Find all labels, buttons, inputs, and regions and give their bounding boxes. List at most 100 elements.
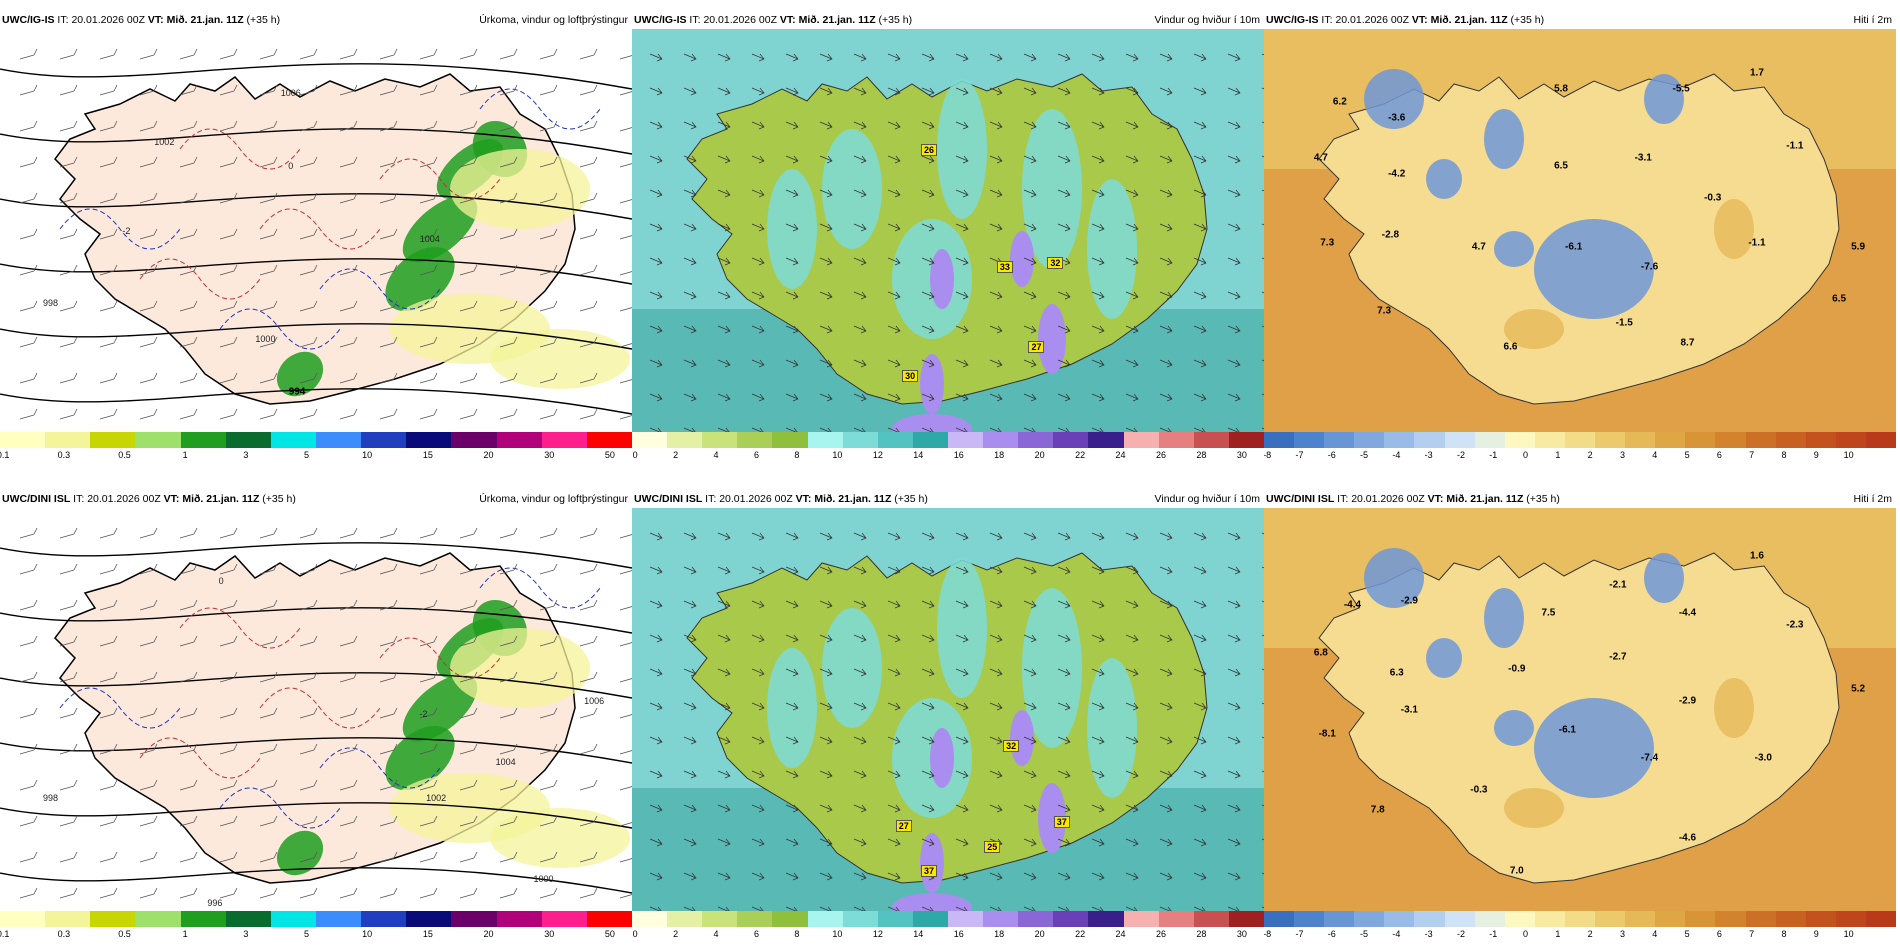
wind-arrow (1193, 325, 1207, 334)
wind-arrow (819, 257, 833, 266)
wind-arrow (819, 736, 833, 745)
precip-area-light (490, 329, 630, 389)
colorbar-tick-label: -5 (1360, 929, 1369, 939)
wind-barb (139, 156, 158, 168)
colorbar-tick-label: 2 (673, 929, 679, 939)
colorbar-swatch (135, 432, 181, 448)
colorbar-tick-label: 0.1 (0, 929, 10, 939)
wind-barb (299, 779, 318, 791)
map-value-label: 32 (1047, 256, 1064, 269)
colorbar-swatch (1228, 432, 1264, 448)
wind-barb (579, 408, 598, 420)
wind-barb (419, 372, 438, 384)
wind-arrow (819, 906, 832, 911)
map-value-label: -3.1 (1400, 704, 1418, 715)
wind-barb (259, 563, 278, 575)
wind-arrow (955, 155, 969, 164)
wind-arrow (1159, 393, 1173, 402)
colorbar-swatch (983, 432, 1019, 448)
colorbar-swatch (1354, 911, 1385, 927)
wind-arrow (1125, 257, 1139, 266)
wind-barb (579, 84, 598, 96)
colorbar-swatch (45, 432, 91, 448)
wind-zone (822, 129, 882, 249)
wind-barb (419, 743, 438, 755)
map-value-label: -2 (419, 708, 428, 719)
isotherm-line (259, 687, 381, 729)
colorbar-swatch (1324, 911, 1355, 927)
wind-arrow (819, 838, 833, 847)
colorbar-swatch (135, 911, 181, 927)
wind-arrow (1023, 257, 1037, 266)
wind-barb (579, 815, 598, 827)
wind-barb (259, 527, 278, 539)
wind-arrow (853, 702, 867, 711)
wind-barb (19, 635, 38, 647)
wind-arrow (751, 702, 765, 711)
isotherm-line (219, 787, 341, 829)
colorbar-tick-label: 4 (713, 929, 719, 939)
wind-barb (419, 851, 438, 863)
map-value-label: -6.1 (1565, 241, 1583, 253)
wind-barb (19, 563, 38, 575)
wind-arrow (683, 906, 696, 911)
wind-barb (59, 707, 78, 719)
wind-barb (59, 372, 78, 384)
map-value-label: 37 (1053, 816, 1070, 829)
colorbar-tick-label: -3 (1424, 450, 1433, 460)
wind-arrow (1091, 668, 1105, 677)
wind-barb (219, 120, 238, 132)
wind-arrow (887, 325, 901, 334)
wind-barb (179, 48, 198, 60)
colorbar-swatch (737, 432, 773, 448)
wind-arrow (683, 736, 697, 745)
wind-arrow (853, 155, 867, 164)
wind-arrow (751, 189, 765, 198)
colorbar-ticks: 0.1 0.3 0.5 1 3 5 10 15 20 30 50 (0, 450, 632, 460)
wind-arrow (1057, 634, 1071, 643)
precip-area (385, 246, 455, 312)
wind-arrow (751, 257, 765, 266)
map-value-label: 0 (288, 161, 294, 172)
wind-barb (59, 408, 78, 420)
map-value-label: 5.9 (1851, 241, 1866, 253)
wind-barb (219, 48, 238, 60)
wind-arrow (1159, 359, 1173, 368)
wind-barb (419, 563, 438, 575)
wind-barb (379, 336, 398, 348)
wind-barb (379, 264, 398, 276)
wind-barb (179, 707, 198, 719)
isobar-line (0, 193, 632, 220)
wind-arrow (989, 87, 1003, 96)
wind-arrow (649, 702, 663, 711)
wind-barb (219, 84, 238, 96)
wind-arrow (887, 634, 901, 643)
wind-arrow (1193, 291, 1207, 300)
isobar-line (0, 867, 632, 894)
wind-barb (19, 408, 38, 420)
wind-arrow (785, 359, 799, 368)
colorbar-swatch (1625, 911, 1656, 927)
wind-barb (419, 815, 438, 827)
wind-barb (259, 84, 278, 96)
wind-arrow (989, 427, 1002, 432)
wind-barb (99, 635, 118, 647)
model-name: UWC/DINI ISL (634, 493, 703, 505)
cold-area (1644, 553, 1684, 603)
wind-arrow (955, 906, 968, 911)
wind-arrow (649, 906, 662, 911)
wind-barb (579, 563, 598, 575)
map-area: 994 1002 1004 1000 998 1006 -2 0 (0, 29, 632, 432)
cold-area (1484, 588, 1524, 648)
wind-barb (459, 815, 478, 827)
wind-barb (179, 851, 198, 863)
colorbar-swatch (361, 911, 407, 927)
wind-arrow (1193, 257, 1207, 266)
wind-arrow (751, 325, 765, 334)
wind-arrow (989, 359, 1003, 368)
wind-barb (579, 156, 598, 168)
cold-area (1364, 548, 1424, 608)
wind-barb (379, 372, 398, 384)
wind-barb (259, 743, 278, 755)
lead-time: (+35 h) (246, 14, 281, 26)
